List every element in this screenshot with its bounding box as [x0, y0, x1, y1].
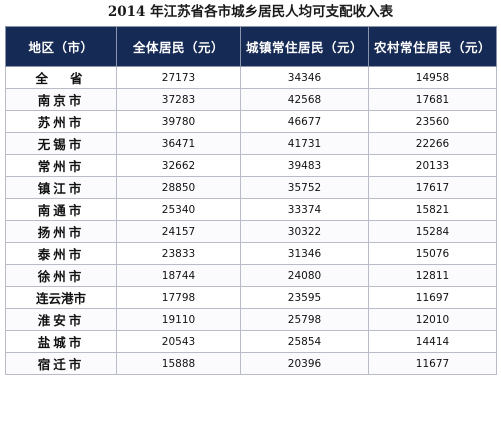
page-title: 2014 年江苏省各市城乡居民人均可支配收入表: [107, 4, 394, 20]
urban-residents-cell: 46677: [240, 110, 369, 133]
urban-residents-cell: 24080: [240, 264, 369, 287]
rural-residents-cell: 17681: [368, 88, 497, 111]
table-row: 徐州市 18744 24080 12811: [5, 264, 497, 287]
urban-residents-cell: 33374: [240, 198, 369, 221]
header-region: 地区（市）: [5, 26, 117, 67]
table-row: 宿迁市 15888 20396 11677: [5, 352, 497, 375]
all-residents-cell: 39780: [116, 110, 241, 133]
table-row: 常州市 32662 39483 20133: [5, 154, 497, 177]
all-residents-cell: 15888: [116, 352, 241, 375]
urban-residents-cell: 35752: [240, 176, 369, 199]
all-residents-cell: 19110: [116, 308, 241, 331]
all-residents-cell: 28850: [116, 176, 241, 199]
table-row: 镇江市 28850 35752 17617: [5, 176, 497, 199]
urban-residents-cell: 42568: [240, 88, 369, 111]
urban-residents-cell: 23595: [240, 286, 369, 309]
region-cell: 全省: [5, 66, 117, 89]
region-cell: 无锡市: [5, 132, 117, 155]
table-row: 扬州市 24157 30322 15284: [5, 220, 497, 243]
table-row: 泰州市 23833 31346 15076: [5, 242, 497, 265]
region-cell: 泰州市: [5, 242, 117, 265]
header-urban-residents: 城镇常住居民（元）: [240, 26, 369, 67]
header-rural-residents: 农村常住居民（元）: [368, 26, 497, 67]
rural-residents-cell: 20133: [368, 154, 497, 177]
all-residents-cell: 18744: [116, 264, 241, 287]
all-residents-cell: 23833: [116, 242, 241, 265]
all-residents-cell: 36471: [116, 132, 241, 155]
rural-residents-cell: 17617: [368, 176, 497, 199]
region-cell: 南通市: [5, 198, 117, 221]
header-all-residents: 全体居民（元）: [116, 26, 241, 67]
all-residents-cell: 32662: [116, 154, 241, 177]
region-cell: 南京市: [5, 88, 117, 111]
table-row: 南通市 25340 33374 15821: [5, 198, 497, 221]
rural-residents-cell: 15076: [368, 242, 497, 265]
table-row: 苏州市 39780 46677 23560: [5, 110, 497, 133]
urban-residents-cell: 20396: [240, 352, 369, 375]
urban-residents-cell: 41731: [240, 132, 369, 155]
rural-residents-cell: 22266: [368, 132, 497, 155]
all-residents-cell: 20543: [116, 330, 241, 353]
income-table: 地区（市） 全体居民（元） 城镇常住居民（元） 农村常住居民（元） 全省 2717…: [5, 26, 497, 375]
all-residents-cell: 17798: [116, 286, 241, 309]
rural-residents-cell: 14414: [368, 330, 497, 353]
region-cell: 扬州市: [5, 220, 117, 243]
urban-residents-cell: 25798: [240, 308, 369, 331]
region-cell: 苏州市: [5, 110, 117, 133]
table-row: 淮安市 19110 25798 12010: [5, 308, 497, 331]
all-residents-cell: 27173: [116, 66, 241, 89]
rural-residents-cell: 12010: [368, 308, 497, 331]
table-header-row: 地区（市） 全体居民（元） 城镇常住居民（元） 农村常住居民（元）: [5, 26, 497, 67]
region-cell: 宿迁市: [5, 352, 117, 375]
table-row: 盐城市 20543 25854 14414: [5, 330, 497, 353]
table-row: 连云港市 17798 23595 11697: [5, 286, 497, 309]
table-row: 无锡市 36471 41731 22266: [5, 132, 497, 155]
urban-residents-cell: 25854: [240, 330, 369, 353]
rural-residents-cell: 15821: [368, 198, 497, 221]
region-cell: 连云港市: [5, 286, 117, 309]
urban-residents-cell: 31346: [240, 242, 369, 265]
table-row: 全省 27173 34346 14958: [5, 66, 497, 89]
all-residents-cell: 24157: [116, 220, 241, 243]
region-cell: 常州市: [5, 154, 117, 177]
rural-residents-cell: 14958: [368, 66, 497, 89]
table-row: 南京市 37283 42568 17681: [5, 88, 497, 111]
rural-residents-cell: 12811: [368, 264, 497, 287]
urban-residents-cell: 39483: [240, 154, 369, 177]
all-residents-cell: 37283: [116, 88, 241, 111]
region-cell: 盐城市: [5, 330, 117, 353]
rural-residents-cell: 23560: [368, 110, 497, 133]
urban-residents-cell: 30322: [240, 220, 369, 243]
region-cell: 镇江市: [5, 176, 117, 199]
rural-residents-cell: 11677: [368, 352, 497, 375]
urban-residents-cell: 34346: [240, 66, 369, 89]
region-cell: 徐州市: [5, 264, 117, 287]
all-residents-cell: 25340: [116, 198, 241, 221]
rural-residents-cell: 11697: [368, 286, 497, 309]
region-cell: 淮安市: [5, 308, 117, 331]
rural-residents-cell: 15284: [368, 220, 497, 243]
